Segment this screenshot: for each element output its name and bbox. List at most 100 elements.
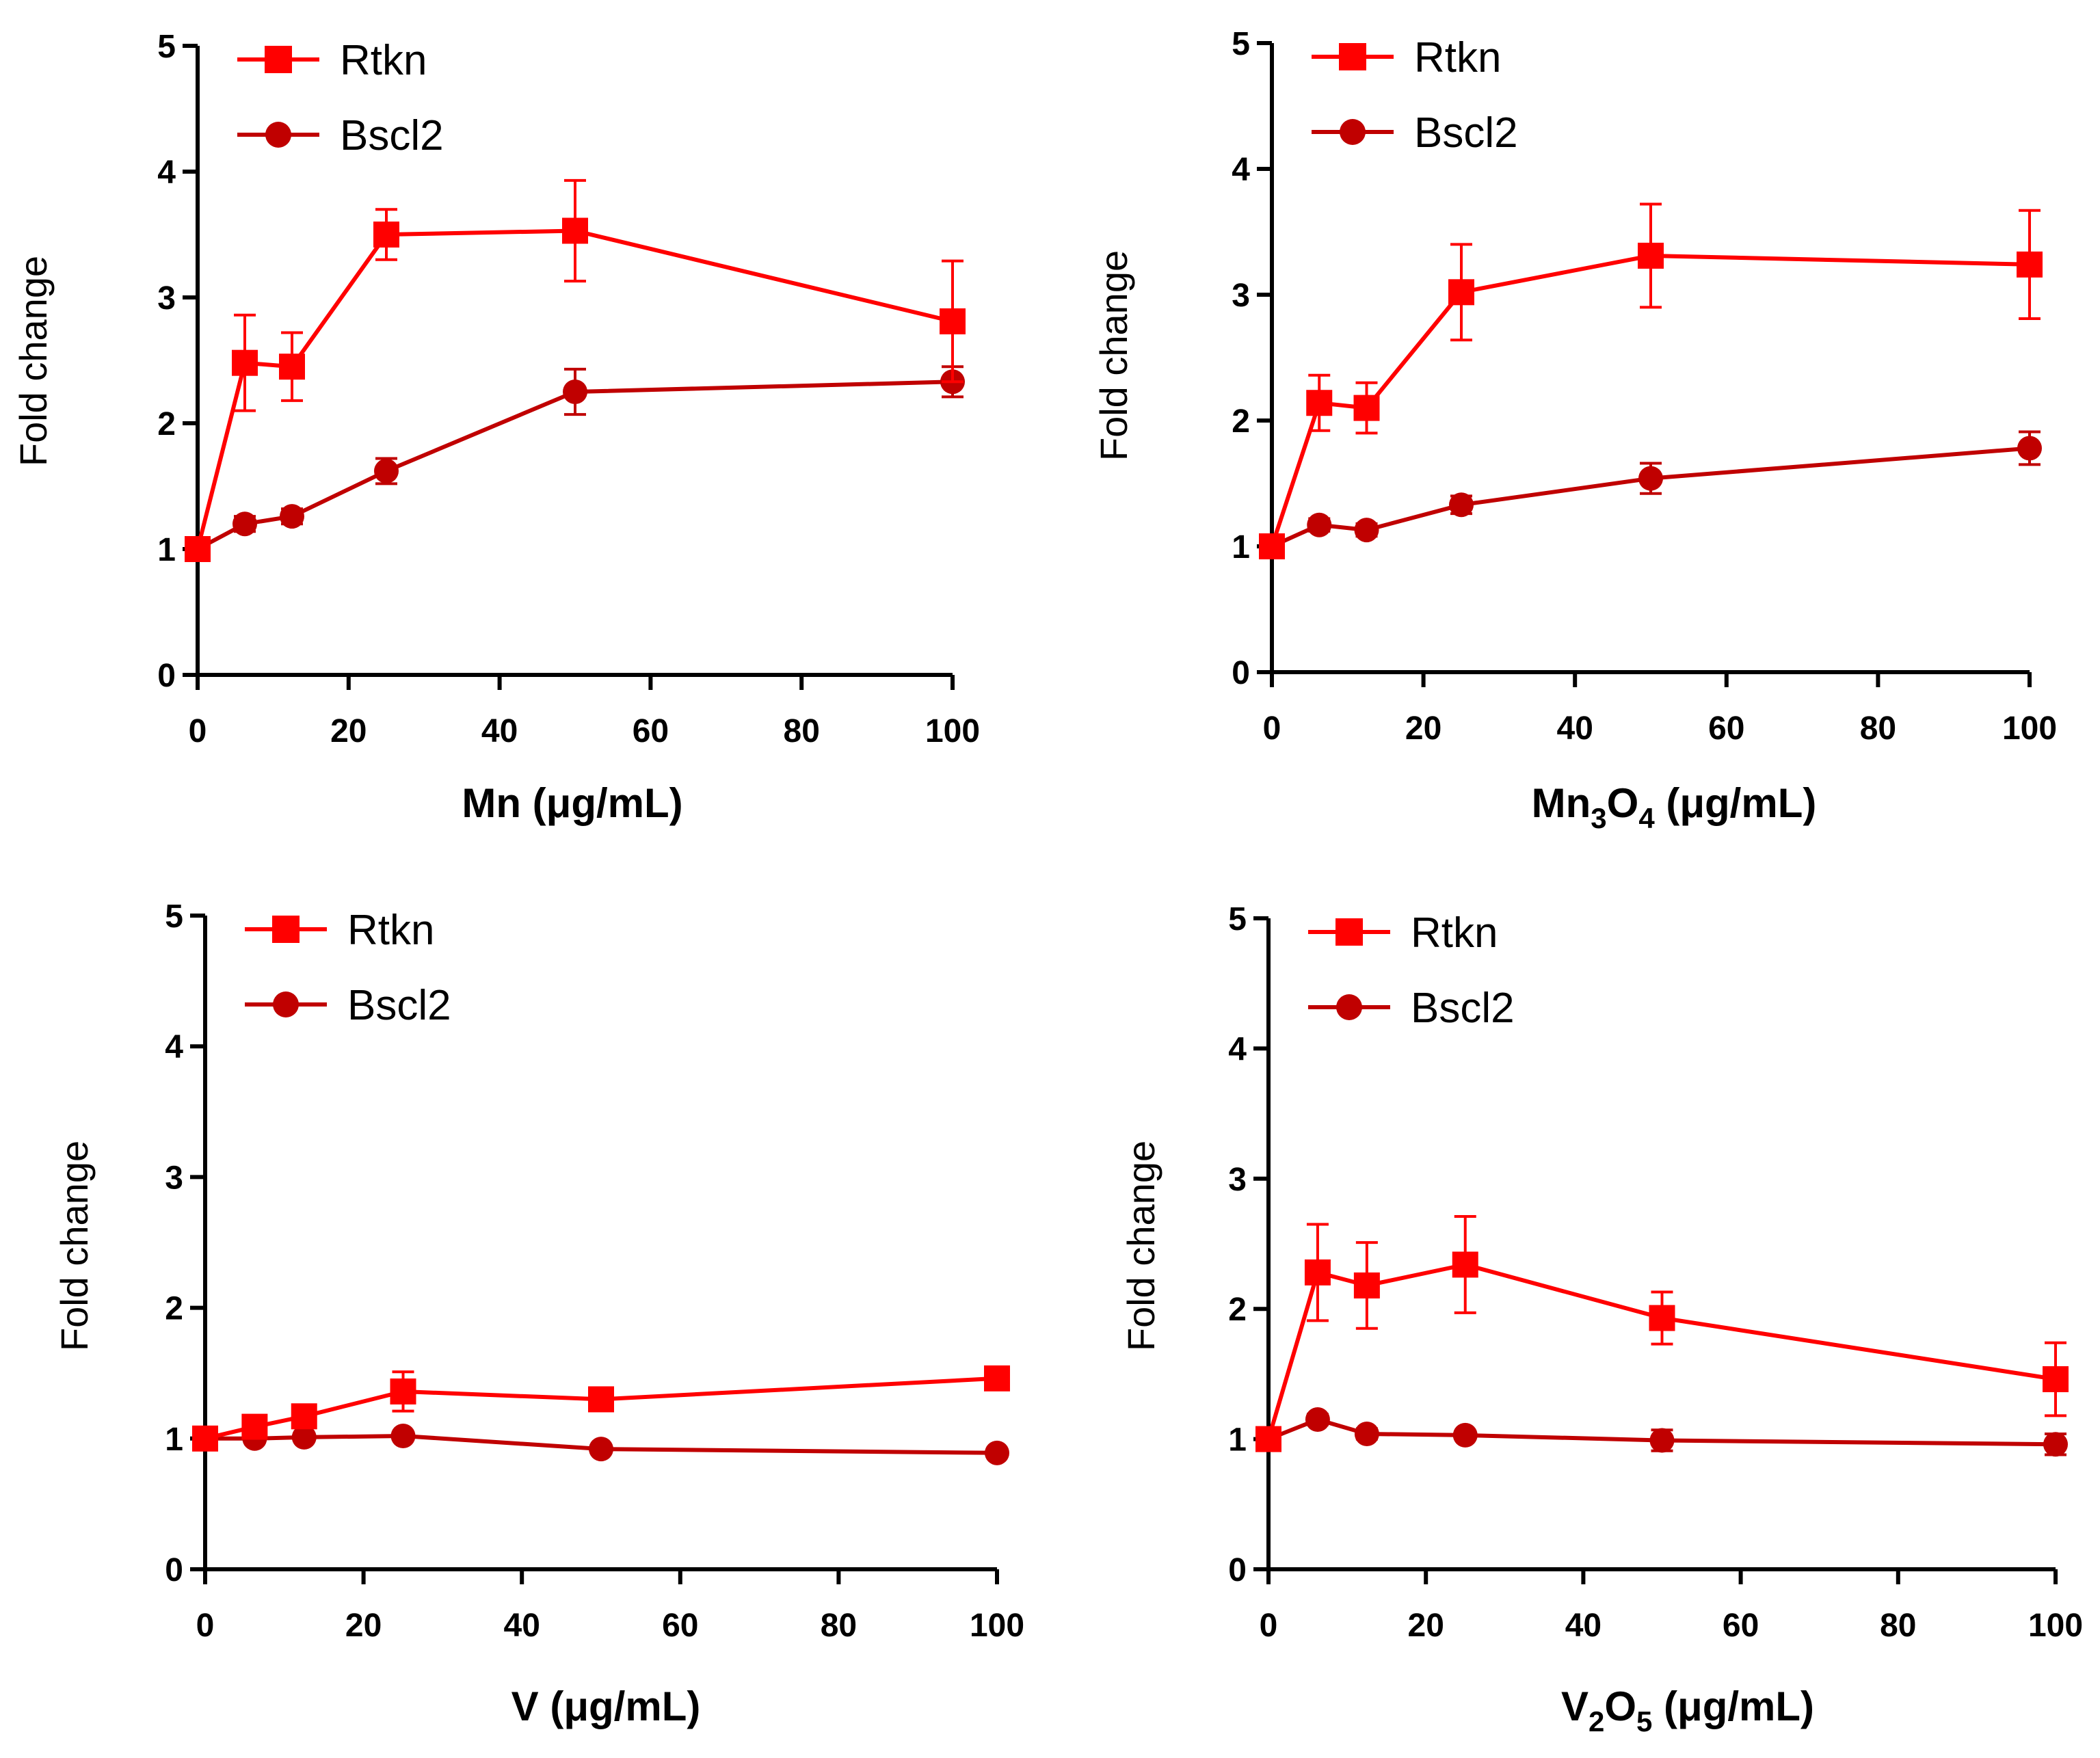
- y-tick-label: 3: [157, 280, 176, 317]
- x-axis-label: Mn (μg/mL): [462, 780, 682, 826]
- y-tick-label: 0: [1228, 1552, 1247, 1588]
- data-point-bscl2: [1452, 1422, 1478, 1448]
- data-point-bscl2: [1354, 1421, 1379, 1446]
- data-point-bscl2: [291, 1424, 317, 1450]
- y-tick-label: 4: [157, 155, 176, 191]
- data-point-rtkn: [984, 1365, 1010, 1391]
- x-tick-label: 60: [1708, 710, 1744, 747]
- y-tick-label: 3: [165, 1160, 183, 1196]
- data-point-rtkn: [2043, 1366, 2069, 1393]
- x-tick-label: 0: [1260, 1608, 1278, 1644]
- data-point-bscl2: [985, 1440, 1009, 1465]
- data-point-rtkn: [940, 308, 966, 334]
- legend-marker-bscl2: [1336, 994, 1362, 1020]
- y-tick-label: 1: [157, 532, 176, 568]
- data-point-rtkn: [373, 222, 399, 248]
- data-point-rtkn: [390, 1378, 416, 1404]
- y-tick-label: 2: [157, 406, 176, 442]
- y-tick-label: 0: [165, 1552, 183, 1588]
- y-tick-label: 4: [1228, 1031, 1247, 1067]
- y-tick-label: 3: [1228, 1162, 1247, 1198]
- data-point-bscl2: [1638, 466, 1663, 491]
- legend-label-rtkn: Rtkn: [340, 37, 427, 84]
- data-point-bscl2: [280, 504, 304, 529]
- data-point-bscl2: [2043, 1432, 2068, 1457]
- x-tick-label: 100: [970, 1608, 1024, 1644]
- y-tick-label: 2: [165, 1291, 183, 1327]
- y-axis-label: Fold change: [12, 256, 55, 466]
- x-tick-label: 40: [1557, 710, 1593, 747]
- data-point-rtkn: [1353, 1272, 1380, 1298]
- y-tick-label: 4: [1232, 152, 1250, 188]
- x-tick-label: 0: [196, 1608, 215, 1644]
- legend-label-bscl2: Bscl2: [1411, 985, 1515, 1032]
- data-point-rtkn: [1452, 1251, 1478, 1278]
- y-tick-label: 5: [157, 29, 176, 65]
- panel-v2o5: Fold change V2O5 (μg/mL) 0 1 2 3 4 5 0 20 40 60 80…: [1119, 901, 2083, 1737]
- y-axis-label: Fold change: [53, 1141, 96, 1351]
- x-tick-label: 80: [784, 713, 820, 749]
- data-point-bscl2: [232, 511, 257, 537]
- panel-mn3o4: Fold change Mn3O4 (μg/mL) 0 1 2 3 4 5 0 20 40 60 8…: [1092, 26, 2057, 834]
- y-tick-label: 5: [1228, 901, 1247, 937]
- legend-label-rtkn: Rtkn: [1411, 909, 1498, 957]
- y-axis-label: Fold change: [1119, 1141, 1162, 1351]
- data-point-rtkn: [279, 354, 305, 380]
- legend-label-bscl2: Bscl2: [347, 982, 451, 1029]
- series-line-rtkn: [1270, 254, 2030, 547]
- data-point-rtkn: [1353, 395, 1380, 421]
- y-tick-label: 1: [1228, 1422, 1247, 1459]
- x-tick-label: 80: [1880, 1608, 1916, 1644]
- y-tick-label: 3: [1232, 278, 1250, 314]
- legend-label-bscl2: Bscl2: [1414, 109, 1518, 157]
- x-tick-label: 20: [1405, 710, 1441, 747]
- data-point-rtkn: [2017, 251, 2043, 278]
- x-tick-label: 20: [330, 713, 367, 749]
- data-point-bscl2: [1305, 1407, 1330, 1433]
- legend-marker-rtkn: [1335, 918, 1363, 946]
- data-point-bscl2: [374, 458, 399, 483]
- y-tick-label: 2: [1232, 403, 1250, 440]
- data-point-rtkn: [1255, 1426, 1281, 1452]
- y-axis-label: Fold change: [1092, 250, 1135, 461]
- x-tick-label: 20: [345, 1608, 382, 1644]
- x-tick-label: 0: [189, 713, 207, 749]
- legend-marker-rtkn: [1339, 43, 1366, 70]
- x-tick-label: 60: [1723, 1608, 1759, 1644]
- data-point-rtkn: [1649, 1305, 1675, 1331]
- x-tick-label: 60: [633, 713, 669, 749]
- y-tick-label: 5: [165, 898, 183, 935]
- legend-label-rtkn: Rtkn: [347, 907, 434, 954]
- data-point-bscl2: [1649, 1428, 1675, 1453]
- y-tick-label: 5: [1232, 26, 1250, 62]
- data-point-rtkn: [562, 217, 588, 244]
- data-point-rtkn: [1448, 279, 1474, 306]
- series-line-rtkn: [1266, 1262, 2056, 1440]
- x-tick-label: 40: [1565, 1608, 1601, 1644]
- legend-marker-bscl2: [1340, 119, 1366, 145]
- x-tick-label: 100: [2028, 1608, 2083, 1644]
- data-point-rtkn: [291, 1403, 317, 1430]
- data-point-bscl2: [1354, 518, 1379, 543]
- y-tick-label: 0: [1232, 655, 1250, 691]
- data-point-rtkn: [1638, 242, 1664, 269]
- data-point-rtkn: [1259, 533, 1285, 559]
- data-point-bscl2: [563, 379, 587, 404]
- y-tick-label: 4: [165, 1029, 183, 1065]
- legend-marker-bscl2: [273, 991, 299, 1017]
- data-point-bscl2: [589, 1437, 613, 1462]
- data-point-rtkn: [1306, 390, 1333, 416]
- legend-label-rtkn: Rtkn: [1414, 34, 1501, 81]
- data-point-rtkn: [185, 536, 211, 562]
- x-tick-label: 20: [1408, 1608, 1444, 1644]
- x-tick-label: 40: [504, 1608, 540, 1644]
- panel-v: Fold change V (μg/mL) 0 1 2 3 4 5 0 20 40 60 80 100…: [53, 898, 1024, 1729]
- data-point-bscl2: [1307, 512, 1332, 537]
- y-tick-label: 1: [1232, 529, 1250, 565]
- legend-label-bscl2: Bscl2: [340, 112, 444, 159]
- data-point-rtkn: [241, 1413, 268, 1440]
- x-axis-label: V (μg/mL): [511, 1683, 701, 1729]
- x-tick-label: 100: [925, 713, 980, 749]
- y-tick-label: 0: [157, 658, 176, 694]
